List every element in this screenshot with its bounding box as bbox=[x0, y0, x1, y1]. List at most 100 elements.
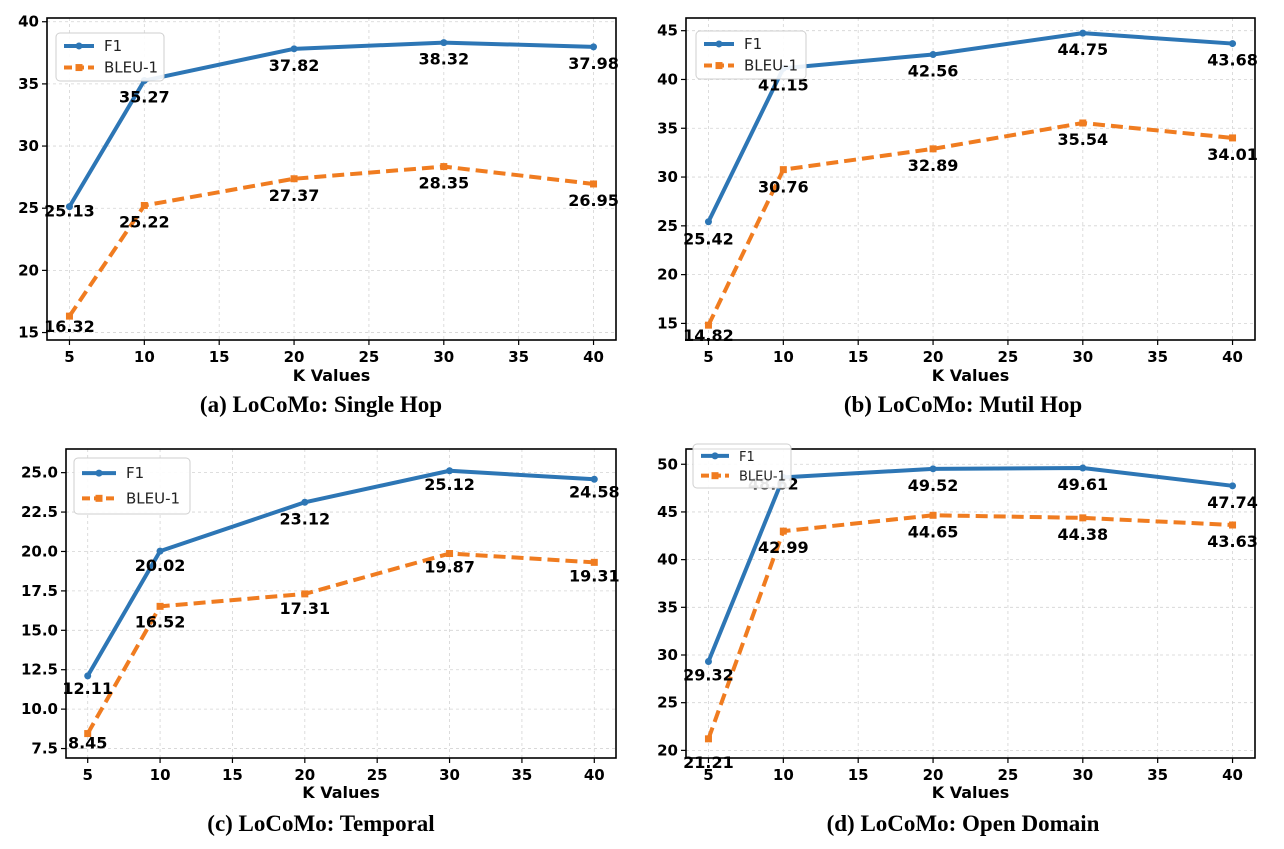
data-label: 27.37 bbox=[269, 186, 320, 205]
data-point bbox=[65, 203, 73, 211]
data-point bbox=[440, 39, 448, 47]
x-tick-label: 30 bbox=[1072, 766, 1093, 784]
data-point bbox=[65, 312, 73, 320]
x-tick-label: 40 bbox=[583, 348, 604, 366]
plot-area bbox=[686, 449, 1255, 758]
x-tick-label: 5 bbox=[82, 766, 92, 784]
data-point bbox=[446, 467, 454, 475]
legend-label: F1 bbox=[104, 37, 122, 55]
y-tick-label: 30 bbox=[18, 137, 39, 155]
chart-caption: (c) LoCoMo: Temporal bbox=[207, 811, 435, 836]
y-tick-label: 7.5 bbox=[31, 740, 58, 758]
data-label: 17.31 bbox=[280, 599, 331, 618]
series-line-bleu1 bbox=[67, 164, 594, 318]
data-label: 28.35 bbox=[418, 174, 469, 193]
legend-marker bbox=[711, 452, 719, 460]
x-axis-label: K Values bbox=[932, 366, 1010, 385]
y-tick-label: 15.0 bbox=[21, 621, 58, 639]
data-point bbox=[301, 590, 309, 598]
data-label: 30.76 bbox=[758, 178, 809, 197]
y-tick-label: 20 bbox=[657, 741, 678, 759]
legend-marker bbox=[715, 40, 723, 48]
data-point bbox=[590, 558, 598, 566]
chart-panel-temporal: 5 10 15 20 25 30 35 40 7.5 10.0 12.5 15.0 17.5 20.0 22… bbox=[0, 424, 642, 848]
chart-panel-single-hop: 5 10 15 20 25 30 35 40 15 20 25 30 35 40 K Values 25.13… bbox=[0, 0, 642, 424]
x-axis-label: K Values bbox=[293, 366, 371, 385]
axes-frame bbox=[685, 17, 1256, 341]
y-tick-label: 45 bbox=[657, 22, 678, 40]
legend-marker bbox=[715, 62, 723, 70]
y-tick-label: 40 bbox=[18, 13, 39, 31]
data-point bbox=[704, 218, 712, 226]
x-tick-label: 40 bbox=[1222, 766, 1243, 784]
chart-multi-hop: 5 10 15 20 25 30 35 40 15 20 25 30 35 40 45 K Values 25.… bbox=[657, 17, 1258, 385]
x-tick-label: 30 bbox=[433, 348, 454, 366]
chart-panel-multi-hop: 5 10 15 20 25 30 35 40 15 20 25 30 35 40 45 K Values 25.… bbox=[642, 0, 1284, 424]
data-label: 35.54 bbox=[1057, 130, 1108, 149]
data-point bbox=[929, 50, 937, 58]
x-tick-label: 35 bbox=[511, 766, 532, 784]
data-point bbox=[590, 180, 598, 188]
data-point bbox=[1229, 482, 1237, 490]
data-point bbox=[84, 730, 92, 738]
data-label: 42.99 bbox=[758, 538, 809, 557]
x-tick-label: 15 bbox=[222, 766, 243, 784]
data-label: 23.12 bbox=[280, 509, 331, 528]
data-point bbox=[929, 145, 937, 153]
x-tick-label: 30 bbox=[439, 766, 460, 784]
data-point bbox=[779, 527, 787, 535]
legend-marker bbox=[75, 64, 83, 72]
data-label: 47.74 bbox=[1207, 493, 1258, 512]
y-tick-label: 22.5 bbox=[21, 503, 58, 521]
x-tick-label: 20 bbox=[923, 348, 944, 366]
y-tick-label: 35 bbox=[657, 119, 678, 137]
data-point bbox=[1229, 40, 1237, 48]
data-label: 44.38 bbox=[1057, 525, 1108, 544]
series-line-bleu1 bbox=[706, 120, 1233, 327]
y-tick-label: 35 bbox=[18, 75, 39, 93]
x-tick-label: 35 bbox=[1147, 348, 1168, 366]
data-point bbox=[156, 547, 164, 555]
data-label: 25.42 bbox=[683, 230, 734, 249]
chart-panel-open-domain: 5 10 15 20 25 30 35 40 20 25 30 35 40 45 50 K Values 29.… bbox=[642, 424, 1284, 848]
data-label: 26.95 bbox=[568, 191, 619, 210]
y-tick-label: 50 bbox=[657, 455, 678, 473]
x-tick-label: 25 bbox=[367, 766, 388, 784]
legend: F1 BLEU-1 bbox=[73, 457, 191, 515]
data-label: 44.65 bbox=[908, 522, 959, 541]
legend-label: F1 bbox=[744, 35, 762, 53]
data-label: 49.52 bbox=[908, 476, 959, 495]
data-label: 49.61 bbox=[1057, 475, 1108, 494]
y-tick-label: 25.0 bbox=[21, 464, 58, 482]
data-label: 21.21 bbox=[683, 753, 734, 772]
data-point bbox=[779, 166, 787, 174]
data-label: 12.11 bbox=[62, 679, 113, 698]
legend-marker bbox=[711, 472, 719, 480]
x-axis-label: K Values bbox=[932, 783, 1010, 802]
x-tick-label: 20 bbox=[294, 766, 315, 784]
legend-label: BLEU-1 bbox=[104, 59, 158, 77]
chart-caption: (b) LoCoMo: Mutil Hop bbox=[843, 392, 1083, 417]
data-point bbox=[301, 498, 309, 506]
y-tick-label: 25 bbox=[18, 199, 39, 217]
data-label: 25.13 bbox=[44, 202, 95, 221]
data-label: 43.68 bbox=[1207, 51, 1258, 70]
axes-frame bbox=[65, 448, 617, 759]
x-axis-label: K Values bbox=[302, 783, 380, 802]
data-point bbox=[84, 672, 92, 680]
x-tick-label: 40 bbox=[584, 766, 605, 784]
x-tick-label: 25 bbox=[997, 766, 1018, 784]
legend: F1 BLEU-1 bbox=[695, 30, 807, 80]
y-tick-label: 15 bbox=[657, 314, 678, 332]
chart-temporal: 5 10 15 20 25 30 35 407.510.012.515.017.520.022… bbox=[21, 448, 620, 802]
y-tick-label: 40 bbox=[657, 551, 678, 569]
y-tick-label: 35 bbox=[657, 598, 678, 616]
legend-marker bbox=[95, 494, 103, 502]
x-tick-label: 15 bbox=[848, 348, 869, 366]
data-point bbox=[704, 321, 712, 329]
data-point bbox=[704, 735, 712, 743]
legend-label: F1 bbox=[126, 464, 144, 482]
y-tick-label: 17.5 bbox=[21, 582, 58, 600]
data-point bbox=[140, 201, 148, 209]
legend: F1 BLEU-1 bbox=[692, 443, 792, 489]
